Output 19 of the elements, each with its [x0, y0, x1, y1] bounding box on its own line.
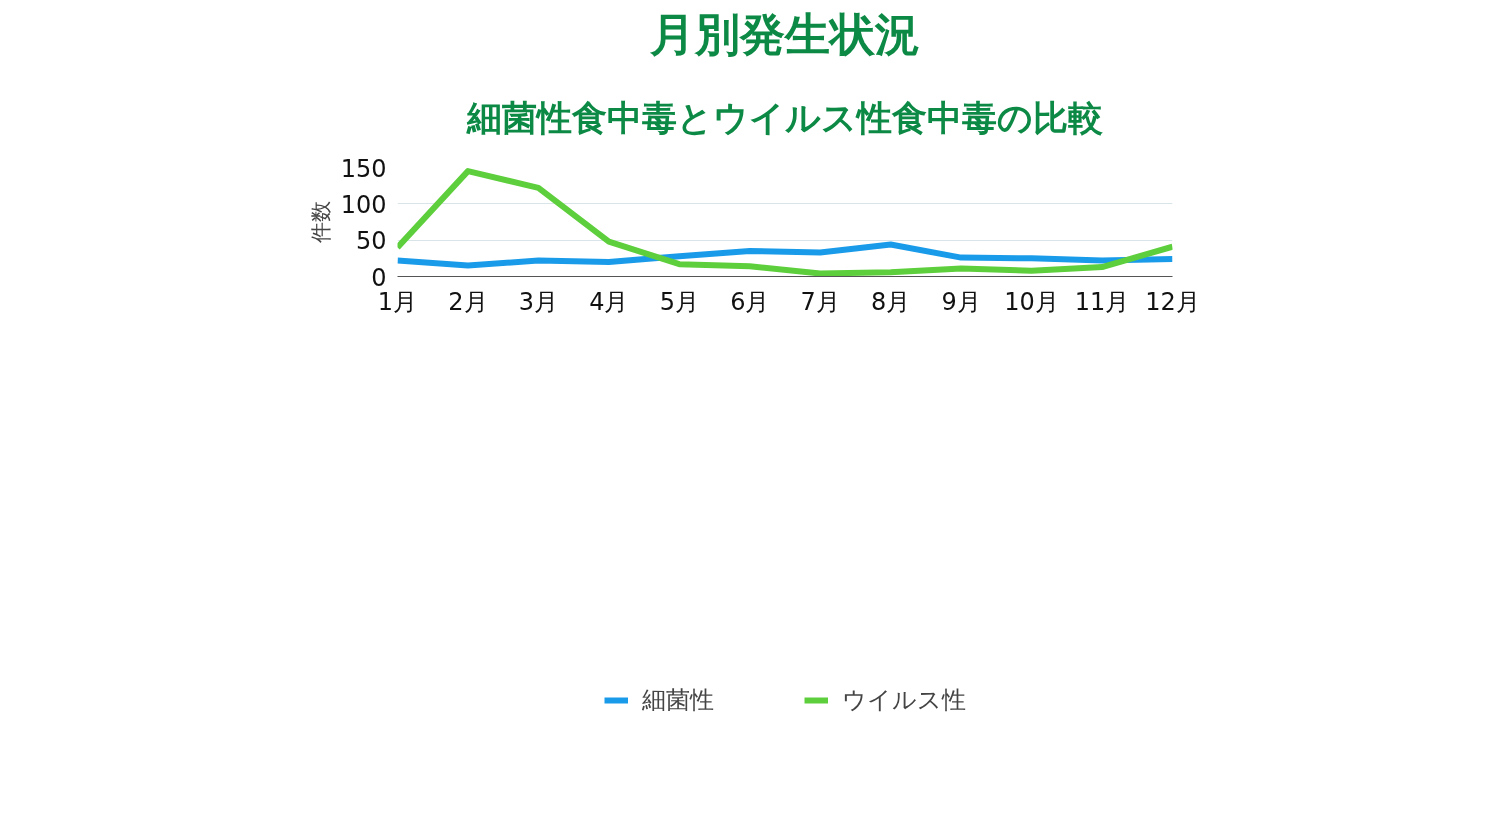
x-tick-label: 6月	[730, 287, 770, 316]
x-tick-label: 8月	[871, 287, 911, 316]
x-tick-label: 5月	[659, 287, 699, 316]
chart-subtitle: 細菌性食中毒とウイルス性食中毒の比較	[466, 97, 1103, 138]
x-tick-label: 12月	[1145, 287, 1200, 316]
chart-title: 月別発生状況	[649, 7, 920, 61]
x-tick-label: 9月	[941, 287, 981, 316]
x-tick-label: 3月	[518, 287, 559, 316]
y-tick-label: 150	[340, 154, 387, 183]
x-tick-label: 10月	[1004, 287, 1059, 316]
legend-label: ウイルス性	[841, 685, 966, 716]
x-tick-label: 11月	[1074, 287, 1130, 316]
x-tick-label: 7月	[800, 287, 840, 316]
y-tick-label: 50	[355, 227, 387, 256]
y-tick-label: 100	[340, 190, 387, 219]
x-tick-label: 4月	[589, 287, 629, 316]
y-axis-title: 件数	[307, 201, 333, 243]
legend-label: 細菌性	[641, 685, 714, 716]
x-tick-label: 2月	[448, 287, 488, 316]
